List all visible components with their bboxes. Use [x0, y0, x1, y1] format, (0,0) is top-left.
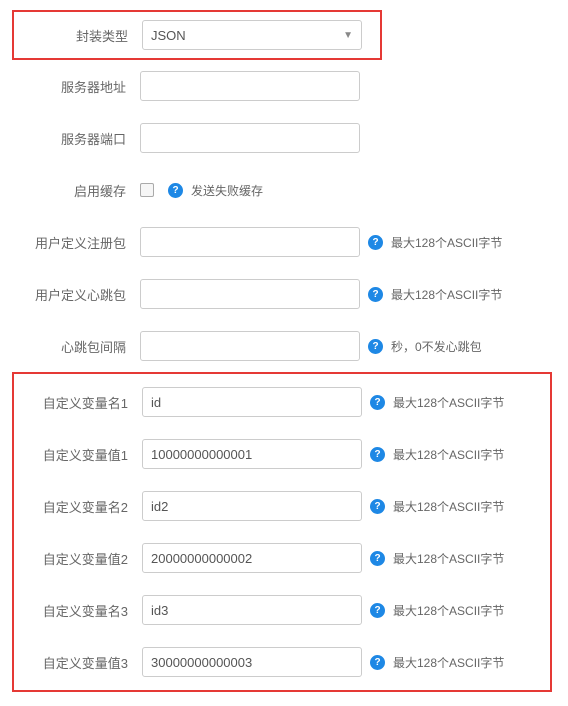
enable-cache-label: 启用缓存: [18, 181, 140, 200]
help-icon: ?: [370, 499, 385, 514]
var-value1-hint: 最大128个ASCII字节: [393, 446, 504, 463]
help-icon: ?: [168, 183, 183, 198]
help-icon: ?: [368, 235, 383, 250]
package-type-label: 封装类型: [20, 26, 142, 45]
help-icon: ?: [370, 551, 385, 566]
var-name1-label: 自定义变量名1: [20, 393, 142, 412]
var-name3-hint: 最大128个ASCII字节: [393, 602, 504, 619]
heartbeat-interval-label: 心跳包间隔: [18, 337, 140, 356]
var-name1-hint: 最大128个ASCII字节: [393, 394, 504, 411]
var-name1-input[interactable]: [142, 387, 362, 417]
var-value2-hint: 最大128个ASCII字节: [393, 550, 504, 567]
enable-cache-hint: 发送失败缓存: [191, 182, 263, 199]
var-name2-hint: 最大128个ASCII字节: [393, 498, 504, 515]
help-icon: ?: [370, 655, 385, 670]
package-type-select[interactable]: JSON ▼: [142, 20, 362, 50]
help-icon: ?: [370, 447, 385, 462]
server-port-label: 服务器端口: [18, 129, 140, 148]
help-icon: ?: [368, 287, 383, 302]
var-value2-label: 自定义变量值2: [20, 549, 142, 568]
package-type-highlight: 封装类型 JSON ▼: [12, 10, 382, 60]
help-icon: ?: [370, 395, 385, 410]
server-addr-input[interactable]: [140, 71, 360, 101]
var-value2-input[interactable]: [142, 543, 362, 573]
var-name3-label: 自定义变量名3: [20, 601, 142, 620]
server-port-input[interactable]: [140, 123, 360, 153]
heartbeat-interval-input[interactable]: [140, 331, 360, 361]
heartbeat-interval-hint: 秒，0不发心跳包: [391, 338, 482, 355]
user-register-label: 用户定义注册包: [18, 233, 140, 252]
config-form: 封装类型 JSON ▼ 服务器地址 服务器端口 启用缓存 ? 发送失败缓存: [14, 10, 554, 692]
help-icon: ?: [370, 603, 385, 618]
var-value3-hint: 最大128个ASCII字节: [393, 654, 504, 671]
var-name2-label: 自定义变量名2: [20, 497, 142, 516]
help-icon: ?: [368, 339, 383, 354]
user-heartbeat-input[interactable]: [140, 279, 360, 309]
var-value1-label: 自定义变量值1: [20, 445, 142, 464]
user-register-hint: 最大128个ASCII字节: [391, 234, 502, 251]
var-value3-input[interactable]: [142, 647, 362, 677]
user-register-input[interactable]: [140, 227, 360, 257]
var-name3-input[interactable]: [142, 595, 362, 625]
var-value1-input[interactable]: [142, 439, 362, 469]
user-heartbeat-label: 用户定义心跳包: [18, 285, 140, 304]
user-heartbeat-hint: 最大128个ASCII字节: [391, 286, 502, 303]
var-name2-input[interactable]: [142, 491, 362, 521]
chevron-down-icon: ▼: [343, 30, 353, 41]
var-value3-label: 自定义变量值3: [20, 653, 142, 672]
enable-cache-checkbox[interactable]: [140, 183, 154, 197]
custom-var-highlight: 自定义变量名1 ? 最大128个ASCII字节 自定义变量值1 ? 最大128个…: [12, 372, 552, 692]
package-type-value: JSON: [151, 28, 186, 43]
server-addr-label: 服务器地址: [18, 77, 140, 96]
